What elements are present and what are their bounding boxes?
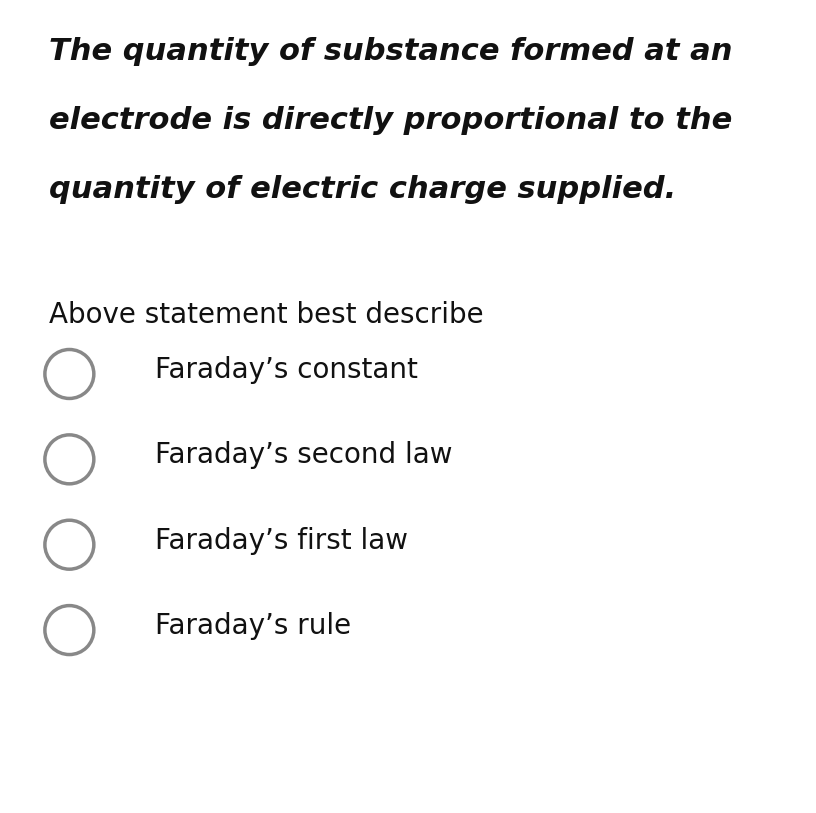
Text: quantity of electric charge supplied.: quantity of electric charge supplied. [49,175,676,204]
Text: Faraday’s second law: Faraday’s second law [155,441,453,469]
Text: Faraday’s first law: Faraday’s first law [155,527,408,554]
Text: electrode is directly proportional to the: electrode is directly proportional to th… [49,106,732,135]
Text: Above statement best describe: Above statement best describe [49,301,484,328]
Text: The quantity of substance formed at an: The quantity of substance formed at an [49,37,733,66]
Text: Faraday’s constant: Faraday’s constant [155,356,418,384]
Text: Faraday’s rule: Faraday’s rule [155,612,351,640]
